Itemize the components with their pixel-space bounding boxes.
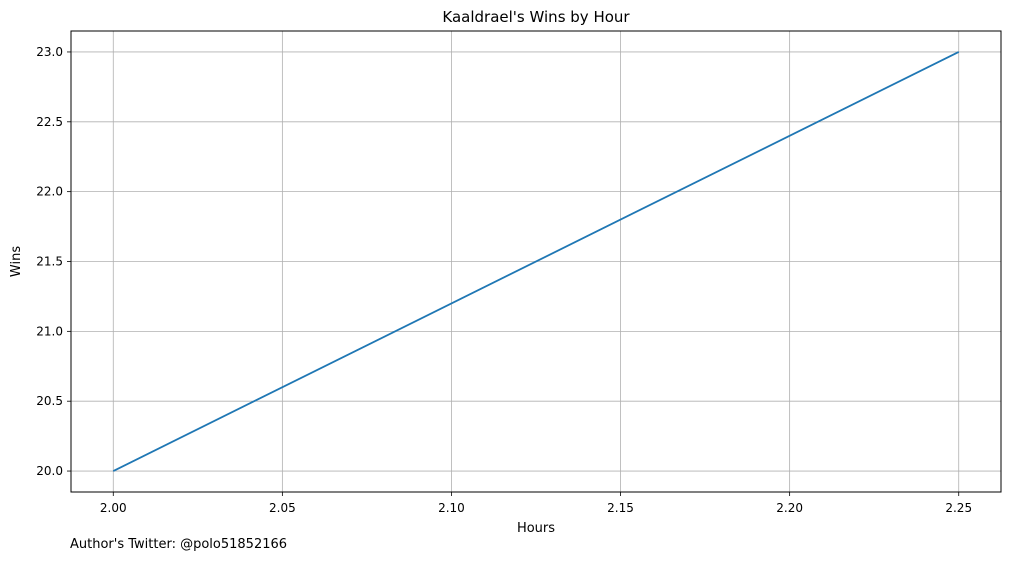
- y-tick-label: 22.0: [36, 185, 63, 199]
- x-axis-label: Hours: [517, 521, 555, 536]
- y-tick-label: 20.0: [36, 464, 63, 478]
- y-tick-label: 21.5: [36, 255, 63, 269]
- series-layer: [112, 51, 960, 472]
- chart-title: Kaaldrael's Wins by Hour: [442, 8, 630, 26]
- x-tick-label: 2.10: [438, 501, 465, 515]
- grid-lines: [71, 31, 1001, 492]
- x-tick-label: 2.20: [776, 501, 803, 515]
- x-tick-label: 2.15: [607, 501, 634, 515]
- y-axis-label: Wins: [9, 246, 24, 277]
- author-twitter-note: Author's Twitter: @polo51852166: [70, 537, 288, 552]
- series-line: [112, 51, 960, 472]
- x-tick-label: 2.25: [945, 501, 972, 515]
- y-tick-label: 23.0: [36, 45, 63, 59]
- y-tick-label: 22.5: [36, 115, 63, 129]
- x-tick-label: 2.00: [100, 501, 127, 515]
- y-tick-label: 20.5: [36, 394, 63, 408]
- x-tick-label: 2.05: [269, 501, 296, 515]
- axis-ticks: 2.00 2.05 2.10 2.15 2.20 2.25 20.0 20.5 21.0 21.5…: [36, 45, 972, 515]
- y-tick-label: 21.0: [36, 324, 63, 338]
